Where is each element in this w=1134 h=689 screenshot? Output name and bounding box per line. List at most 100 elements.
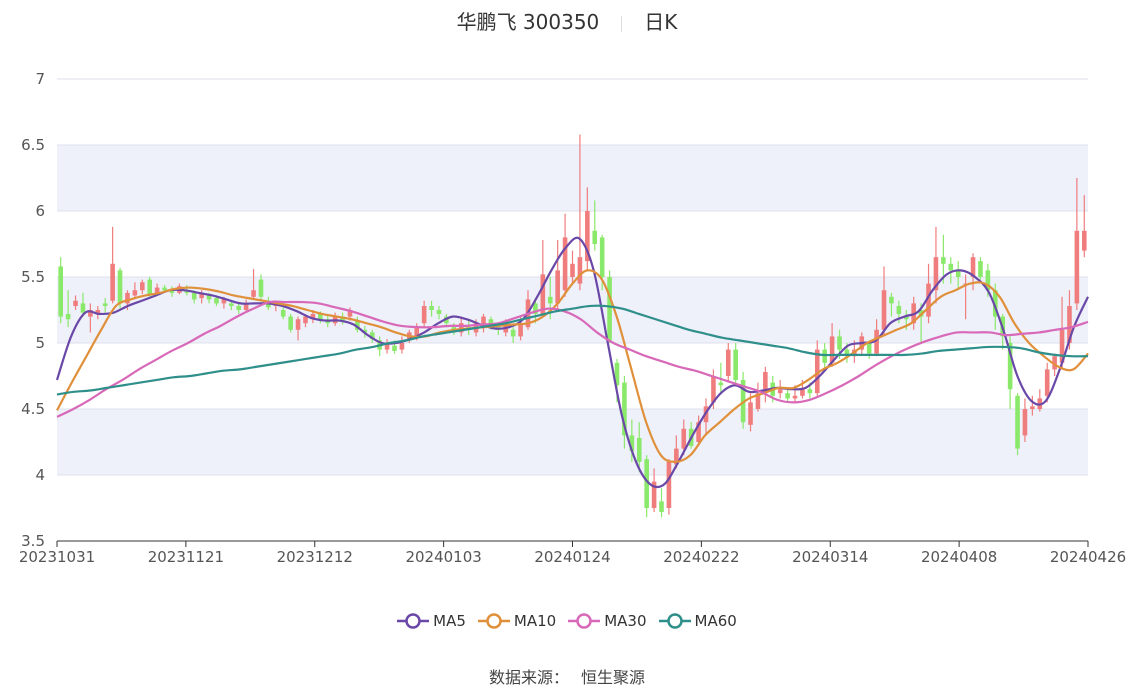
x-tick-label: 20231212 [277, 548, 353, 566]
grid-band [57, 343, 1088, 409]
candle-body [58, 266, 64, 317]
candle-body [125, 292, 130, 304]
candle [659, 488, 664, 518]
legend-item-ma10[interactable]: MA10 [477, 612, 556, 630]
candle [889, 292, 894, 317]
candle [755, 382, 761, 412]
candle-body [718, 382, 724, 386]
legend-item-ma5[interactable]: MA5 [397, 612, 466, 630]
candle-body [562, 237, 568, 291]
candle-body [599, 237, 605, 277]
legend-marker-icon [477, 613, 510, 629]
x-axis: 20231031 20231121 20231212 20240103 20240124… [19, 540, 1126, 566]
candle [644, 455, 649, 518]
candle [1015, 393, 1020, 456]
candle-body [1007, 343, 1013, 390]
candle-body [570, 263, 575, 277]
candle-body [221, 299, 227, 304]
candle [147, 277, 153, 297]
candle [510, 327, 516, 343]
x-tick-label: 20240124 [534, 548, 610, 566]
candle [622, 376, 627, 449]
legend-label: MA30 [604, 612, 647, 630]
candle-body [636, 438, 642, 462]
candle-body [481, 316, 486, 328]
candle-body [866, 343, 872, 354]
candlestick-chart: 3.5 4 4.5 5 5.5 6 6.5 7 20231031 20231121 2023121… [19, 70, 1126, 566]
data-source: 数据来源： 恒生聚源 [0, 664, 1134, 688]
x-tick-label: 20240314 [792, 548, 868, 566]
candle [1059, 296, 1065, 370]
candle [436, 306, 442, 320]
candle-body [384, 343, 390, 350]
candle-body [644, 459, 649, 508]
candle-body [1030, 406, 1035, 409]
candle [421, 300, 427, 328]
candle [555, 240, 560, 310]
candle-body [1015, 395, 1020, 449]
candle [384, 339, 390, 354]
y-axis: 3.5 4 4.5 5 5.5 6 6.5 7 [21, 70, 45, 550]
candle [258, 274, 264, 301]
candle [243, 299, 249, 313]
candle-body [369, 332, 375, 340]
candle [1081, 195, 1087, 258]
candle [814, 340, 820, 396]
candle-body [607, 277, 612, 341]
candle [169, 286, 175, 297]
candle-body [540, 274, 546, 314]
candle [585, 187, 590, 271]
candle [881, 266, 887, 337]
candle-body [978, 261, 983, 277]
candle-body [1052, 356, 1057, 370]
candle-body [147, 279, 153, 296]
legend-item-ma30[interactable]: MA30 [568, 612, 647, 630]
stock-name: 华鹏飞 300350 [456, 10, 600, 34]
ma-lines [55, 236, 1089, 489]
x-tick-label: 20231121 [148, 548, 224, 566]
candle-body [303, 316, 308, 324]
candle-body [970, 257, 976, 277]
candle [748, 393, 753, 432]
candle-body [154, 287, 160, 293]
candle-body [429, 306, 434, 310]
candle-body [88, 310, 93, 317]
candle-body [436, 310, 442, 314]
candle-body [362, 329, 368, 333]
candle [577, 134, 583, 291]
legend-label: MA5 [433, 612, 466, 630]
y-tick-label: 4 [35, 466, 45, 484]
candle-body [280, 310, 286, 317]
y-tick-label: 5 [35, 334, 45, 352]
candle-body [318, 313, 323, 320]
candle-body [725, 349, 731, 376]
candle-body [992, 290, 998, 317]
candle [1044, 362, 1050, 403]
candle [562, 213, 568, 297]
candle-body [243, 303, 249, 310]
candle [674, 435, 679, 469]
legend-item-ma60[interactable]: MA60 [658, 612, 737, 630]
candle [696, 415, 701, 446]
candle-body [347, 310, 353, 317]
candle [251, 269, 256, 300]
candle-body [547, 296, 553, 304]
candle-body [829, 336, 835, 363]
candle [280, 307, 286, 320]
candle [88, 303, 93, 333]
candle [941, 234, 946, 284]
candle-body [874, 329, 879, 354]
legend-marker-icon [397, 613, 430, 629]
candle-body [748, 402, 753, 425]
candle [236, 303, 242, 314]
candle-body [258, 279, 264, 297]
candle-body [933, 257, 939, 291]
candle-body [666, 461, 672, 508]
candle [102, 298, 108, 313]
candle [978, 257, 983, 280]
grid-band [57, 277, 1088, 343]
candle-body [414, 327, 420, 337]
grid-band [57, 79, 1088, 145]
candle-body [926, 283, 931, 317]
background-bands [57, 79, 1088, 541]
